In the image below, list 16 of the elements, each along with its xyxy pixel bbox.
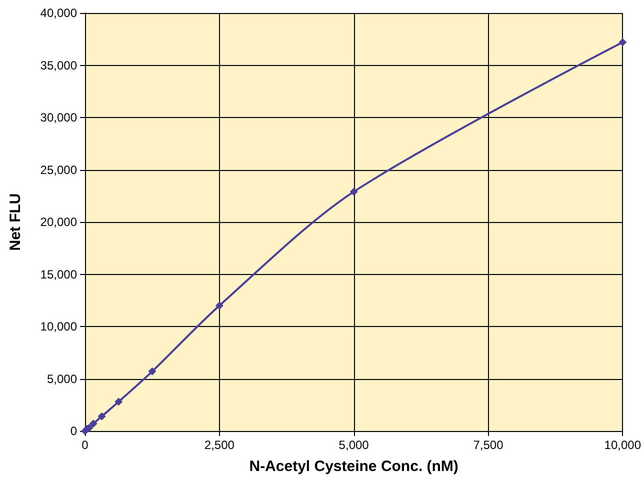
x-axis-title: N-Acetyl Cysteine Conc. (nM) — [249, 458, 458, 475]
y-tick-label: 35,000 — [40, 58, 78, 72]
y-tick-label: 30,000 — [40, 110, 78, 124]
y-tick-label: 10,000 — [40, 320, 78, 334]
y-tick-label: 0 — [70, 424, 78, 438]
y-tick-label: 20,000 — [40, 215, 78, 229]
y-axis-title: Net FLU — [7, 193, 24, 251]
y-tick-label: 5,000 — [46, 372, 78, 386]
x-tick-label: 5,000 — [338, 438, 370, 452]
y-tick-label: 25,000 — [40, 162, 78, 177]
x-tick-label: 7,500 — [473, 438, 504, 452]
y-tick-label: 15,000 — [40, 267, 78, 282]
x-tick-label: 0 — [82, 438, 89, 452]
x-tick-label: 2,500 — [204, 438, 235, 452]
x-tick-label: 10,000 — [604, 438, 642, 452]
y-tick-label: 40,000 — [40, 6, 78, 20]
